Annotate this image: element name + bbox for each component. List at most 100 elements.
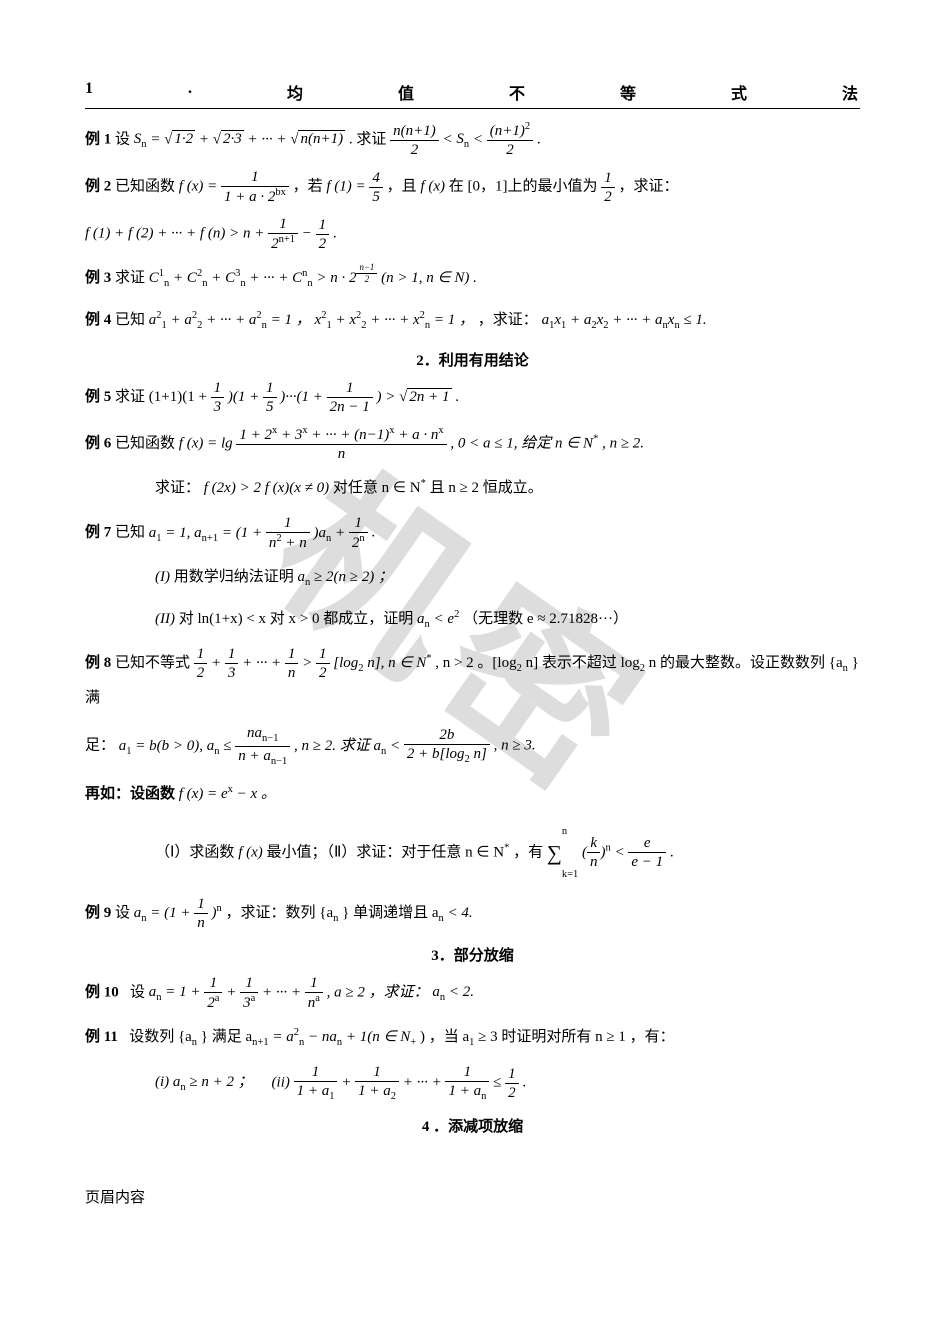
sec1-num: 1 — [85, 80, 95, 104]
ex8-l2le: ≤ — [220, 738, 236, 754]
ex8-l4t2: ，有 — [513, 844, 547, 860]
ex8-sn: n — [843, 663, 848, 674]
ex11-f3d: 1 + a — [448, 1083, 481, 1099]
ex3-p2: + — [211, 270, 225, 286]
ex11-eq: = a — [272, 1029, 293, 1045]
ex6-label: 例 6 — [85, 436, 111, 452]
ex11-f2d: 1 + a — [358, 1083, 391, 1099]
ex2-t3: ，且 — [387, 178, 421, 194]
ex8-l2lt: < — [386, 738, 404, 754]
ex8-f1n: 1 — [194, 645, 208, 664]
example-10: 例 10 设 an = 1 + 12a + 13a + ··· + 1na , … — [85, 974, 860, 1012]
ex8-f2d: 3 — [225, 664, 239, 682]
ex8-t1: 已知不等式 — [115, 655, 194, 671]
content-area: 1 . 均 值 不 等 式 法 例 1 设 Sn = √1·2 + √2·3 +… — [85, 80, 860, 1207]
ex8-l4ed: e − 1 — [628, 853, 666, 871]
ex1-f2d: 2 — [487, 141, 533, 159]
ex8-l4sum: ∑ — [547, 841, 562, 865]
ex2-l2f1n: 1 — [268, 215, 298, 234]
ex9-fd: n — [194, 914, 208, 932]
ex11-sp: + — [410, 1037, 416, 1048]
ex4-xn: x — [413, 312, 420, 328]
ex1-lt1: < — [443, 131, 457, 147]
ex8-l4st: * — [504, 842, 509, 853]
ex8-s2c: 2 — [640, 663, 645, 674]
ex4-t1: 已知 — [115, 312, 149, 328]
ex3-t1: 求证 — [115, 270, 149, 286]
ex11-f1n: 1 — [294, 1063, 338, 1082]
ex11-fd: + ··· + — [403, 1074, 446, 1090]
ex3-label: 例 3 — [85, 270, 111, 286]
ex10-p1: + — [226, 984, 240, 1000]
ex10-f1n: 1 — [204, 974, 222, 993]
ex11-sn1: n+1 — [252, 1037, 268, 1048]
ex10-fa2: a — [251, 993, 256, 1004]
ex6-l2b: 对任意 n ∈ N — [333, 480, 421, 496]
example-7-p1: (I) 用数学归纳法证明 an ≥ 2(n ≥ 2) ； — [85, 561, 860, 594]
ex11-fs1: 1 — [329, 1091, 334, 1102]
example-1: 例 1 设 Sn = √1·2 + √2·3 + ··· + √n(n+1) .… — [85, 121, 860, 159]
ex7-t1: 已知 — [115, 525, 149, 541]
ex8-l2fd: n + a — [238, 748, 271, 764]
ex6-l2: 求证： — [155, 480, 200, 496]
sec1-c2: 值 — [398, 80, 416, 104]
ex10-d: + ··· + — [262, 984, 305, 1000]
ex6-fx4: x — [438, 425, 443, 436]
ex3-cn: C — [292, 270, 302, 286]
ex4-p1: + — [167, 312, 185, 328]
ex4-label: 例 4 — [85, 312, 111, 328]
ex8-logn: n], n ∈ N — [364, 655, 427, 671]
ex7-f1d3: + n — [282, 535, 307, 551]
ex7-p2e: 2 — [454, 609, 459, 620]
ex8-f3n: 1 — [285, 645, 299, 664]
ex9-lt: < 4. — [448, 905, 473, 921]
ex3-t2: (n > 1, n ∈ N) . — [381, 270, 477, 286]
ex6-t1: 已知函数 — [115, 436, 179, 452]
ex11-t2: } 满足 a — [201, 1029, 252, 1045]
ex11-fp1: + — [341, 1074, 355, 1090]
ex6-fden: n — [236, 445, 446, 463]
ex9-sn3: n — [439, 913, 444, 924]
ex5-f2d: 5 — [263, 398, 277, 416]
ex8-l4en: e — [628, 834, 666, 853]
ex1-lt2: < — [473, 131, 487, 147]
ex9-fn: 1 — [194, 895, 208, 914]
ex11-t1: 设数列 {a — [129, 1029, 192, 1045]
ex1-midsub: n — [464, 139, 469, 150]
ex5-f2n: 1 — [263, 379, 277, 398]
ex3-c2: C — [187, 270, 197, 286]
ex8-l2t: , n ≥ 2. 求证 a — [294, 738, 381, 754]
example-7-p2: (II) 对 ln(1+x) < x 对 x > 0 都成立，证明 an < e… — [85, 603, 860, 636]
ex11-f1d: 1 + a — [297, 1083, 330, 1099]
ex7-end: . — [371, 525, 375, 541]
ex11-p1: + 1(n ∈ N — [346, 1029, 410, 1045]
ex8-f4d: 2 — [316, 664, 330, 682]
ex3-c3: C — [225, 270, 235, 286]
sec1-c1: 均 — [287, 80, 305, 104]
ex5-f3d: 2n − 1 — [327, 398, 373, 416]
ex4-rd: + ··· + — [609, 312, 656, 328]
example-11-parts: (i) an ≥ n + 2 ； (ii) 11 + a1 + 11 + a2 … — [85, 1063, 860, 1104]
ex10-label: 例 10 — [85, 984, 119, 1000]
ex6-l2c: 且 n ≥ 2 恒成立。 — [430, 480, 543, 496]
ex8-l4k1: k=1 — [562, 869, 578, 880]
ex8-f2n: 1 — [225, 645, 239, 664]
example-5: 例 5 求证 (1+1)(1 + 13 )(1 + 15 )···(1 + 12… — [85, 379, 860, 416]
ex1-f2n: (n+1) — [490, 123, 525, 139]
ex2-fx2: f (x) — [420, 178, 445, 194]
ex8-log: [log — [333, 655, 358, 671]
ex11-s1: 1 — [469, 1037, 474, 1048]
ex8-l2end: , n ≥ 3. — [494, 738, 536, 754]
ex4-xd: + ··· + — [367, 312, 414, 328]
ex8-f4n: 1 — [316, 645, 330, 664]
example-4: 例 4 已知 a21 + a22 + ··· + a2n = 1 ， x21 +… — [85, 304, 860, 337]
ex8-f1d: 2 — [194, 664, 208, 682]
subsection-2: 2．利用有用结论 — [85, 349, 860, 370]
ex11-m: − na — [308, 1029, 337, 1045]
ex2-f3d: 2 — [601, 188, 615, 206]
ex8-l4t1: 最小值；（Ⅱ）求证：对于任意 n ∈ N — [267, 844, 505, 860]
ex6-fn: 1 + 2 — [239, 427, 272, 443]
ex8-l2f2n: 2b — [404, 726, 490, 745]
example-2-line2: f (1) + f (2) + ··· + f (n) > n + 12n+1 … — [85, 215, 860, 253]
ex9-t4: } 单调递增且 a — [342, 905, 438, 921]
